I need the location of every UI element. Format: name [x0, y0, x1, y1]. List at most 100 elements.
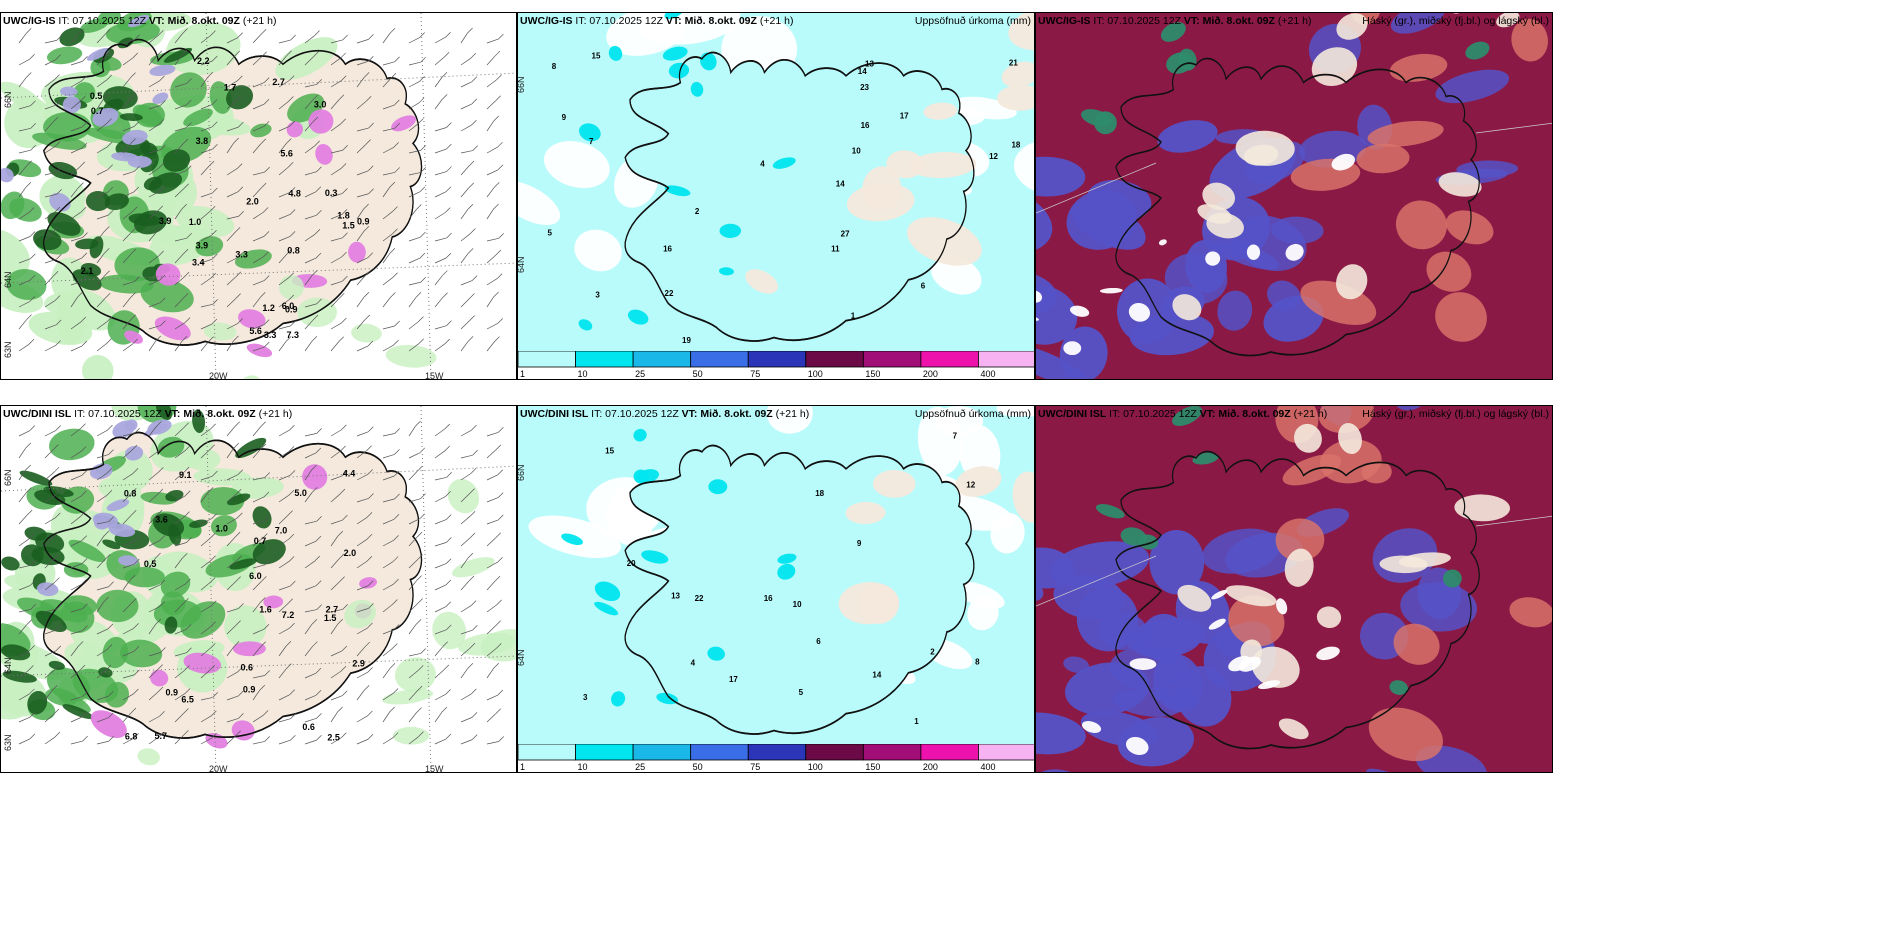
precip-value-label: 7.0: [275, 526, 288, 536]
precip-value-label: 6: [816, 637, 821, 646]
precip-value-label: 2.1: [81, 266, 94, 276]
precip-value-label: 17: [900, 111, 909, 120]
precip-value-label: 22: [695, 594, 704, 603]
precip-value-label: 13: [865, 60, 874, 69]
precip-value-label: 12: [989, 152, 998, 161]
precip-value-label: 4: [691, 659, 696, 668]
precip-value-label: 3: [595, 291, 600, 300]
wind-precip-map: 6.81.60.95.72.96.06.57.20.80.60.50.71.52…: [1, 406, 516, 772]
precip-value-label: 21: [1009, 58, 1018, 67]
precip-value-label: 19: [682, 336, 691, 345]
precip-value-label: 5: [799, 688, 804, 697]
precip-value-label: 0.9: [166, 687, 179, 697]
panel-ig-wind: UWC/IG-IS IT: 07.10.2025 12Z VT: Mið. 8.…: [0, 12, 517, 380]
precip-value-label: 5: [548, 228, 553, 237]
panel-title: Háský (gr.), miðský (fj.bl.) og lágský (…: [1362, 15, 1549, 27]
panel-header: UWC/IG-IS IT: 07.10.2025 12Z VT: Mið. 8.…: [1038, 15, 1312, 27]
panel-ig-cloud: UWC/IG-IS IT: 07.10.2025 12Z VT: Mið. 8.…: [1035, 12, 1553, 380]
colorbar-swatch: [632, 351, 692, 368]
precip-value-label: 0.6: [302, 722, 315, 732]
panel-title: Uppsöfnuð úrkoma (mm): [914, 408, 1031, 420]
precip-value-label: 2: [695, 207, 700, 216]
lat-label-63n: 63N: [3, 734, 13, 751]
precip-value-label: 6.0: [282, 301, 295, 311]
precip-value-label: 5.7: [155, 731, 168, 741]
colorbar-label: 1: [520, 369, 525, 379]
precip-value-label: 18: [1011, 140, 1020, 149]
colorbar-label: 10: [578, 762, 588, 772]
precip-value-label: 0.8: [124, 488, 137, 498]
colorbar-label: 75: [750, 369, 760, 379]
panel-header: UWC/IG-IS IT: 07.10.2025 12Z VT: Mið. 8.…: [3, 15, 277, 27]
lon-label-15w: 15W: [425, 764, 444, 773]
precip-value-label: 7: [953, 432, 958, 441]
precip-value-label: 3.8: [196, 136, 209, 146]
colorbar-label: 200: [923, 762, 938, 772]
colorbar-swatch: [978, 744, 1034, 761]
colorbar-label: 75: [750, 762, 760, 772]
colorbar-label: 100: [808, 369, 823, 379]
precip-value-label: 2.2: [197, 56, 210, 66]
precip-value-label: 1.8: [337, 210, 350, 220]
precip-value-label: 12: [966, 480, 975, 489]
precip-value-label: 1.2: [262, 303, 275, 313]
colorbar-label: 200: [923, 369, 938, 379]
panel-dini-cloud: UWC/DINI ISL IT: 07.10.2025 12Z VT: Mið.…: [1035, 405, 1553, 773]
precip-value-label: 0.7: [254, 536, 267, 546]
colorbar-label: 400: [980, 369, 995, 379]
precip-value-label: 22: [665, 289, 674, 298]
precip-value-label: 13: [671, 592, 680, 601]
colorbar-label: 400: [980, 762, 995, 772]
panel-header: UWC/DINI ISL IT: 07.10.2025 12Z VT: Mið.…: [1038, 408, 1328, 420]
colorbar-swatch: [978, 351, 1034, 368]
precip-value-label: 1.0: [189, 217, 202, 227]
precip-value-label: 5.0: [294, 488, 307, 498]
precip-value-label: 2.7: [272, 77, 285, 87]
precip-value-label: 0.8: [287, 246, 300, 256]
precip-value-label: 10: [793, 600, 802, 609]
precip-value-label: 0.6: [240, 663, 253, 673]
lat-label-64n: 64N: [517, 256, 526, 273]
colorbar-label: 100: [808, 762, 823, 772]
precip-value-label: 5.6: [249, 326, 262, 336]
precip-value-label: 8: [975, 657, 980, 666]
precip-value-label: 16: [663, 244, 672, 253]
precip-value-label: 2.0: [344, 548, 357, 558]
colorbar-label: 1: [520, 762, 525, 772]
colorbar-swatch: [805, 351, 864, 368]
precip-value-label: 9: [857, 539, 862, 548]
precip-value-label: 6.8: [125, 731, 138, 741]
lon-label-20w: 20W: [209, 371, 228, 380]
colorbar-swatch: [632, 744, 692, 761]
precip-value-label: 1.5: [324, 613, 337, 623]
colorbar-label: 50: [693, 762, 703, 772]
precip-value-label: 16: [861, 121, 870, 130]
panel-ig-precip: UWC/IG-IS IT: 07.10.2025 12Z VT: Mið. 8.…: [517, 12, 1035, 380]
precip-value-label: 14: [858, 67, 867, 76]
precip-value-label: 1.0: [215, 523, 228, 533]
precip-value-label: 3.9: [196, 241, 209, 251]
precip-value-label: 10: [852, 147, 861, 156]
precip-value-label: 17: [729, 675, 738, 684]
colorbar-label: 25: [635, 369, 645, 379]
precip-accum-map: 2622161519141210172316181113147834519212…: [518, 13, 1034, 353]
precip-value-label: 3.9: [159, 216, 172, 226]
lat-label-66n: 66N: [517, 464, 526, 481]
colorbar-swatch: [920, 744, 979, 761]
precip-value-label: 3.4: [192, 257, 205, 267]
precip-value-label: 23: [860, 83, 869, 92]
precip-colorbar: 1 10 25 50 75 100 150 200 400: [518, 744, 1034, 772]
precip-value-label: 0.9: [357, 217, 370, 227]
precip-value-label: 7.3: [287, 330, 300, 340]
precip-value-label: 1.6: [259, 604, 272, 614]
colorbar-swatch: [690, 744, 749, 761]
precip-value-label: 0.3: [325, 188, 338, 198]
precip-value-label: 3: [583, 693, 588, 702]
colorbar-swatch: [862, 351, 922, 368]
precip-value-label: 14: [836, 179, 845, 188]
precip-value-label: 3.3: [235, 249, 248, 259]
precip-colorbar: 1 10 25 50 75 100 150 200 400: [518, 351, 1034, 379]
precip-value-label: 16: [764, 594, 773, 603]
precip-value-label: 14: [872, 671, 881, 680]
precip-value-label: 0.7: [91, 106, 104, 116]
